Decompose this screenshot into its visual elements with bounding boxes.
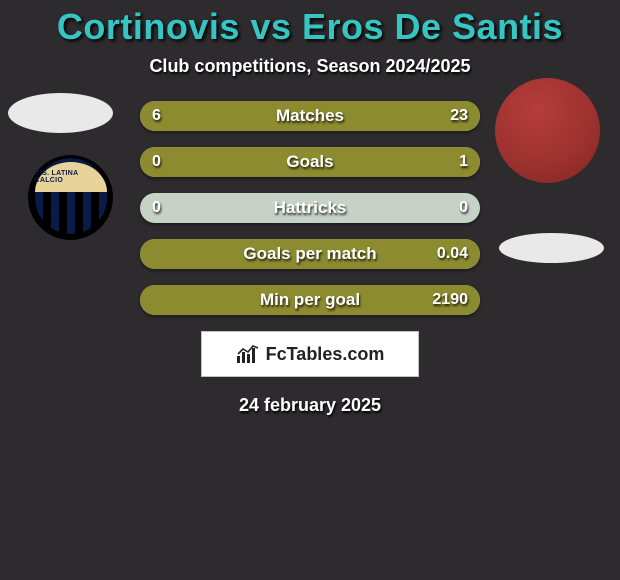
- brand-chart-icon: [236, 344, 260, 364]
- right-club-badge: [499, 233, 604, 263]
- stat-row: Min per goal2190: [140, 285, 480, 315]
- stat-value-right: 1: [459, 147, 468, 177]
- stat-row: Goals per match0.04: [140, 239, 480, 269]
- brand-text: FcTables.com: [266, 344, 385, 365]
- stat-row: Matches6 23: [140, 101, 480, 131]
- stat-value-left: 6: [152, 101, 161, 131]
- stat-label: Matches: [140, 101, 480, 131]
- stat-row: Goals0 1: [140, 147, 480, 177]
- stat-label: Goals per match: [140, 239, 480, 269]
- club-badge-inner: U.S. LATINA CALCIO: [35, 162, 107, 234]
- comparison-panel: U.S. LATINA CALCIO Matches623Goals01Hatt…: [0, 93, 620, 315]
- stat-value-right: 0: [459, 193, 468, 223]
- left-player-photo: [8, 93, 113, 133]
- right-player-photo: [495, 78, 600, 183]
- stat-rows: Matches623Goals01Hattricks00Goals per ma…: [140, 93, 480, 315]
- stat-row: Hattricks0 0: [140, 193, 480, 223]
- page-subtitle: Club competitions, Season 2024/2025: [0, 56, 620, 77]
- stat-value-right: 23: [450, 101, 468, 131]
- left-club-badge: U.S. LATINA CALCIO: [28, 155, 113, 240]
- stat-label: Min per goal: [140, 285, 480, 315]
- stat-value-right: 2190: [432, 285, 468, 315]
- brand-box: FcTables.com: [201, 331, 419, 377]
- club-badge-text: U.S. LATINA CALCIO: [35, 162, 107, 192]
- stat-value-left: 0: [152, 193, 161, 223]
- stat-value-right: 0.04: [437, 239, 468, 269]
- date-text: 24 february 2025: [0, 395, 620, 416]
- stat-label: Goals: [140, 147, 480, 177]
- page-title: Cortinovis vs Eros De Santis: [0, 6, 620, 48]
- stat-label: Hattricks: [140, 193, 480, 223]
- stat-value-left: 0: [152, 147, 161, 177]
